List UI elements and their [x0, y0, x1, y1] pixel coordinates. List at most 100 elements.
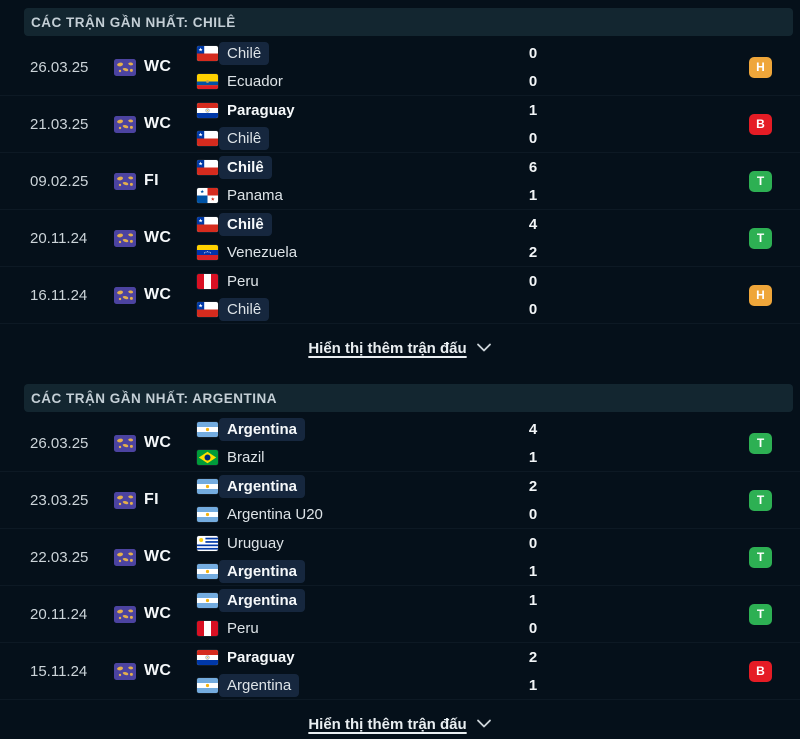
result-badge: H [749, 56, 772, 78]
flag-argentina-icon [197, 478, 218, 494]
matches-section: CÁC TRẬN GẦN NHẤT: ARGENTINA 26.03.25 WC… [0, 384, 800, 739]
match-row[interactable]: 23.03.25 FI Argentina Argentina U20 2 0 … [0, 472, 800, 529]
away-score: 1 [528, 186, 538, 204]
away-score: 0 [528, 619, 538, 637]
section-title: CÁC TRẬN GẦN NHẤT: CHILÊ [31, 14, 236, 30]
result-badge: T [749, 227, 772, 249]
teams: Chilê Ecuador [197, 39, 513, 95]
home-team: Chilê [197, 39, 513, 67]
scores: 2 1 [513, 643, 553, 699]
competition: WC [114, 229, 197, 247]
competition-label: WC [144, 58, 172, 75]
away-score: 0 [528, 300, 538, 318]
away-team: Argentina [197, 671, 513, 699]
team-name: Argentina [219, 417, 306, 441]
world-map-icon [114, 286, 136, 304]
team-name: Argentina U20 [227, 505, 323, 523]
away-team: Argentina U20 [197, 500, 513, 528]
show-more-link[interactable]: Hiển thị thêm trận đấu [308, 716, 491, 733]
result-badge: T [749, 489, 772, 511]
team-name: Paraguay [227, 101, 295, 119]
world-map-icon [114, 229, 136, 247]
match-row[interactable]: 22.03.25 WC Uruguay Argentina 0 1 T [0, 529, 800, 586]
teams: Uruguay Argentina [197, 529, 513, 585]
match-date: 21.03.25 [30, 115, 89, 133]
home-team: Argentina [197, 586, 513, 614]
scores: 2 0 [513, 472, 553, 528]
scores: 4 1 [513, 415, 553, 471]
team-name: Argentina [219, 588, 306, 612]
match-row[interactable]: 26.03.25 WC Argentina Brazil 4 1 T [0, 415, 800, 472]
scores: 1 0 [513, 586, 553, 642]
home-score: 0 [528, 44, 538, 62]
flag-paraguay-icon [197, 102, 218, 118]
home-team: Uruguay [197, 529, 513, 557]
world-map-icon [114, 662, 136, 680]
world-map-icon [114, 434, 136, 452]
away-score: 2 [528, 243, 538, 261]
teams: Argentina Brazil [197, 415, 513, 471]
section-header: CÁC TRẬN GẦN NHẤT: ARGENTINA [24, 384, 793, 412]
away-score: 1 [528, 448, 538, 466]
flag-panama-icon [197, 187, 218, 203]
scores: 6 1 [513, 153, 553, 209]
team-name: Peru [227, 619, 259, 637]
match-date: 15.11.24 [30, 662, 88, 680]
teams: Argentina Argentina U20 [197, 472, 513, 528]
flag-chile-icon [197, 216, 218, 232]
show-more-row: Hiển thị thêm trận đấu [0, 700, 800, 739]
flag-chile-icon [197, 159, 218, 175]
scores: 4 2 [513, 210, 553, 266]
team-name: Panama [227, 186, 283, 204]
result-badge: T [749, 603, 772, 625]
away-score: 1 [528, 562, 538, 580]
match-row[interactable]: 16.11.24 WC Peru Chilê 0 0 H [0, 267, 800, 324]
flag-chile-icon [197, 130, 218, 146]
match-list: 26.03.25 WC Chilê Ecuador 0 0 H 21.03.25… [0, 39, 800, 324]
flag-argentina-icon [197, 677, 218, 693]
away-team: Chilê [197, 295, 513, 323]
show-more-link[interactable]: Hiển thị thêm trận đấu [308, 340, 491, 357]
flag-venezuela-icon [197, 244, 218, 260]
away-team: Ecuador [197, 67, 513, 95]
match-list: 26.03.25 WC Argentina Brazil 4 1 T 23.03… [0, 415, 800, 700]
world-map-icon [114, 605, 136, 623]
away-team: Chilê [197, 124, 513, 152]
home-score: 0 [528, 534, 538, 552]
match-date: 09.02.25 [30, 172, 89, 190]
match-date: 16.11.24 [30, 286, 88, 304]
competition: WC [114, 434, 197, 452]
world-map-icon [114, 172, 136, 190]
match-date: 20.11.24 [30, 605, 88, 623]
home-score: 2 [528, 648, 538, 666]
home-team: Chilê [197, 153, 513, 181]
away-team: Argentina [197, 557, 513, 585]
section-header: CÁC TRẬN GẦN NHẤT: CHILÊ [24, 8, 793, 36]
competition-label: WC [144, 434, 172, 451]
match-row[interactable]: 15.11.24 WC Paraguay Argentina 2 1 B [0, 643, 800, 700]
match-date: 20.11.24 [30, 229, 88, 247]
match-row[interactable]: 09.02.25 FI Chilê Panama 6 1 T [0, 153, 800, 210]
match-row[interactable]: 20.11.24 WC Argentina Peru 1 0 T [0, 586, 800, 643]
result-badge: B [749, 113, 772, 135]
home-score: 4 [528, 215, 538, 233]
teams: Paraguay Argentina [197, 643, 513, 699]
team-name: Argentina [219, 673, 300, 697]
flag-paraguay-icon [197, 649, 218, 665]
match-row[interactable]: 26.03.25 WC Chilê Ecuador 0 0 H [0, 39, 800, 96]
home-team: Paraguay [197, 96, 513, 124]
competition: WC [114, 58, 197, 76]
match-date: 26.03.25 [30, 58, 89, 76]
match-row[interactable]: 20.11.24 WC Chilê Venezuela 4 2 T [0, 210, 800, 267]
match-row[interactable]: 21.03.25 WC Paraguay Chilê 1 0 B [0, 96, 800, 153]
flag-uruguay-icon [197, 535, 218, 551]
scores: 0 0 [513, 39, 553, 95]
competition: WC [114, 115, 197, 133]
away-score: 0 [528, 72, 538, 90]
flag-peru-icon [197, 273, 218, 289]
away-score: 0 [528, 129, 538, 147]
flag-chile-icon [197, 45, 218, 61]
flag-argentina-icon [197, 506, 218, 522]
home-team: Paraguay [197, 643, 513, 671]
team-name: Uruguay [227, 534, 284, 552]
